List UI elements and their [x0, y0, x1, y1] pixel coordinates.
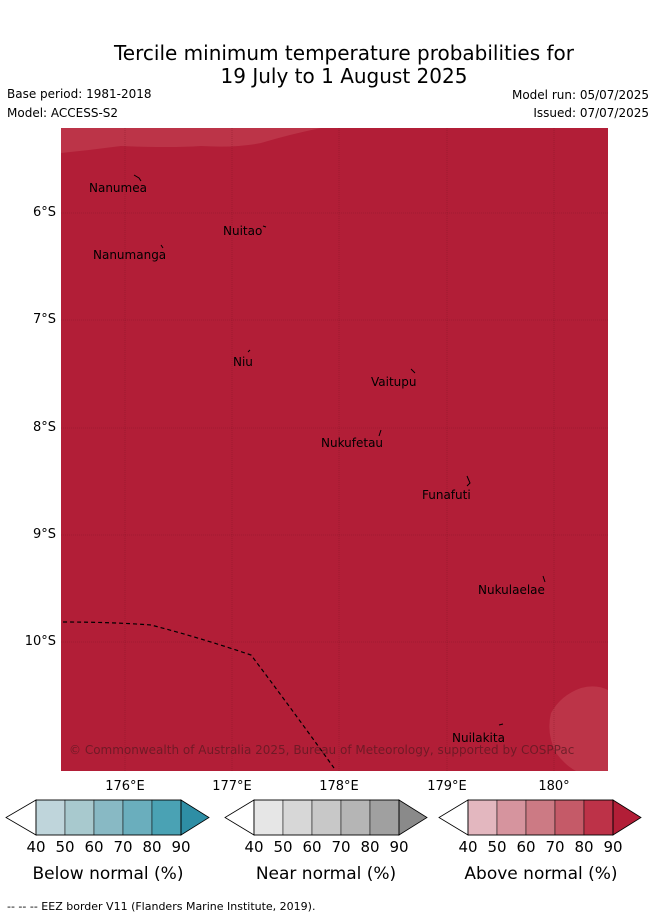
near-colorbar-cell [311, 799, 342, 836]
eez-footnote: -- -- -- EEZ border V11 (Flanders Marine… [7, 900, 316, 913]
above-colorbar-cell [496, 799, 527, 836]
place-vaitupu: Vaitupu [371, 375, 417, 389]
copyright-notice: © Commonwealth of Australia 2025, Bureau… [69, 743, 574, 757]
near-colorbar-cell [253, 799, 284, 836]
below-colorbar-cell [122, 799, 153, 836]
below-colorbar-cell [93, 799, 124, 836]
near-colorbar-cell [369, 799, 400, 836]
place-nuilakita: Nuilakita [452, 731, 505, 745]
near-colorbar-cell [340, 799, 371, 836]
below-colorbar-cell [151, 799, 182, 836]
below-tick-90: 90 [171, 838, 191, 856]
issued-date: Issued: 07/07/2025 [533, 106, 649, 120]
below-tick-40: 40 [26, 838, 46, 856]
legend-label-near: Near normal (%) [255, 864, 397, 884]
above-tick-60: 60 [516, 838, 536, 856]
above-tick-50: 50 [487, 838, 507, 856]
place-nukulaelae: Nukulaelae [478, 583, 545, 597]
place-nanumea: Nanumea [89, 181, 147, 195]
colorbar-above-normal [438, 799, 642, 836]
legend-label-below: Below normal (%) [32, 864, 184, 884]
above-colorbar-cell [554, 799, 585, 836]
near-tick-90: 90 [389, 838, 409, 856]
lon-label-179e: 179°E [427, 779, 467, 794]
map-title-line2: 19 July to 1 August 2025 [220, 64, 468, 88]
legend-label-above: Above normal (%) [464, 864, 618, 884]
lat-label-7s: 7°S [32, 312, 56, 327]
map-background [61, 128, 608, 771]
near-colorbar-cell [282, 799, 313, 836]
map-title-line1: Tercile minimum temperature probabilitie… [113, 41, 575, 65]
above-colorbar-cell [583, 799, 614, 836]
model-run: Model run: 05/07/2025 [511, 88, 649, 102]
lighter-shading-bottom-right [549, 686, 608, 771]
eez-border [62, 621, 335, 769]
above-tick-80: 80 [574, 838, 594, 856]
below-tick-70: 70 [113, 838, 133, 856]
island-marks [133, 174, 546, 726]
lon-label-178e: 178°E [319, 779, 359, 794]
place-nanumanga: Nanumanga [93, 248, 166, 262]
below-colorbar-cell [35, 799, 66, 836]
below-tick-50: 50 [55, 838, 75, 856]
near-tick-60: 60 [302, 838, 322, 856]
lighter-shading-top [61, 128, 321, 153]
lat-label-6s: 6°S [32, 205, 56, 220]
lon-label-177e: 177°E [212, 779, 252, 794]
lon-label-176e: 176°E [105, 779, 145, 794]
model-name: Model: ACCESS-S2 [7, 106, 119, 120]
near-tick-40: 40 [244, 838, 264, 856]
lat-label-9s: 9°S [32, 527, 56, 542]
above-colorbar-cell [467, 799, 498, 836]
near-tick-80: 80 [360, 838, 380, 856]
below-tick-60: 60 [84, 838, 104, 856]
near-tick-50: 50 [273, 838, 293, 856]
above-tick-40: 40 [458, 838, 478, 856]
base-period: Base period: 1981-2018 [7, 87, 152, 101]
place-nuitao: Nuitao [223, 224, 262, 238]
lon-label-180: 180° [538, 779, 570, 794]
colorbar-near-normal [224, 799, 428, 836]
below-colorbar-cell [64, 799, 95, 836]
near-tick-70: 70 [331, 838, 351, 856]
probability-map: Nanumea Nuitao Nanumanga Niu Vaitupu Nuk… [61, 128, 608, 771]
above-colorbar-cell [525, 799, 556, 836]
above-tick-90: 90 [603, 838, 623, 856]
lat-label-10s: 10°S [24, 634, 56, 649]
below-tick-80: 80 [142, 838, 162, 856]
place-niu: Niu [233, 355, 253, 369]
colorbar-below-normal [5, 799, 210, 836]
lat-label-8s: 8°S [32, 420, 56, 435]
place-nukufetau: Nukufetau [321, 436, 383, 450]
above-tick-70: 70 [545, 838, 565, 856]
place-funafuti: Funafuti [422, 488, 471, 502]
